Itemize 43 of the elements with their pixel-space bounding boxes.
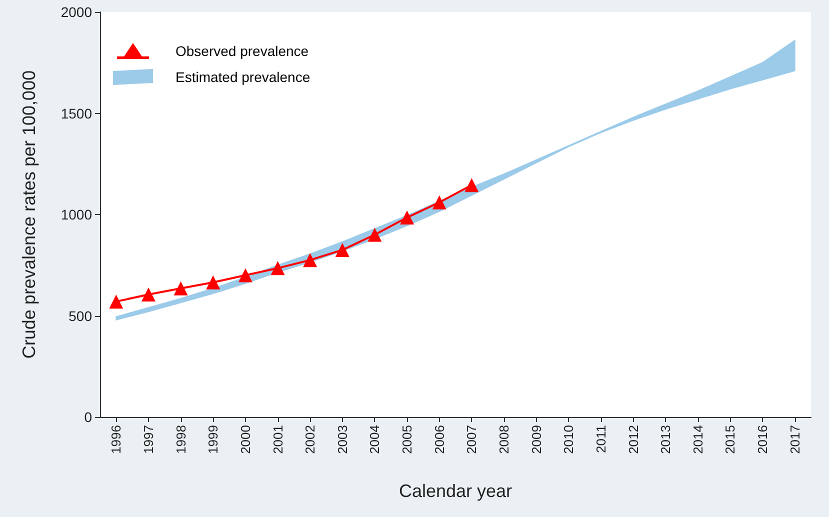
x-tick-label: 2006 bbox=[432, 425, 447, 454]
x-tick-label: 2012 bbox=[626, 425, 641, 454]
x-tick-label: 1997 bbox=[140, 425, 156, 454]
x-tick-label: 2008 bbox=[496, 425, 512, 454]
y-tick-label: 1500 bbox=[60, 105, 92, 122]
point bbox=[432, 195, 446, 210]
x-tick-label: 2002 bbox=[302, 425, 318, 454]
y-axis-title: Crude prevalence rates per 100,000 bbox=[19, 70, 39, 359]
point bbox=[206, 275, 220, 290]
point bbox=[400, 210, 414, 225]
point bbox=[464, 178, 479, 192]
legend-label: Estimated prevalence bbox=[176, 69, 310, 85]
x-tick-label: 2015 bbox=[722, 425, 738, 454]
x-tick-label: 2010 bbox=[561, 425, 576, 454]
x-tick-label: 2001 bbox=[270, 425, 286, 454]
point bbox=[368, 228, 382, 242]
x-tick-label: 2011 bbox=[593, 425, 608, 453]
x-tick-label: 2007 bbox=[464, 425, 480, 454]
x-axis-title: Calendar year bbox=[398, 481, 512, 501]
x-tick-label: 2016 bbox=[755, 425, 770, 454]
x-tick-label: 2004 bbox=[367, 425, 382, 454]
legend-label: Observed prevalence bbox=[176, 43, 309, 59]
x-tick-label: 2013 bbox=[658, 425, 674, 454]
point bbox=[174, 281, 188, 296]
x-tick-label: 1999 bbox=[206, 425, 221, 454]
y-tick-label: 0 bbox=[84, 409, 92, 425]
point bbox=[238, 268, 252, 282]
x-tick-label: 1998 bbox=[173, 425, 188, 454]
point bbox=[303, 253, 318, 268]
x-tick-label: 2003 bbox=[334, 425, 350, 454]
point bbox=[109, 294, 124, 309]
x-tick-label: 2014 bbox=[690, 425, 706, 454]
x-tick-label: 2017 bbox=[787, 425, 802, 454]
point bbox=[141, 287, 156, 302]
x-tick-label: 2009 bbox=[528, 425, 544, 454]
x-tick-label: 1996 bbox=[108, 425, 124, 454]
y-tick-label: 500 bbox=[68, 308, 92, 324]
x-tick-label: 2000 bbox=[238, 425, 253, 454]
point bbox=[270, 261, 285, 276]
x-tick-label: 2005 bbox=[400, 425, 415, 454]
point bbox=[335, 242, 350, 257]
y-tick-label: 2000 bbox=[60, 4, 92, 20]
y-tick-label: 1000 bbox=[60, 206, 92, 222]
